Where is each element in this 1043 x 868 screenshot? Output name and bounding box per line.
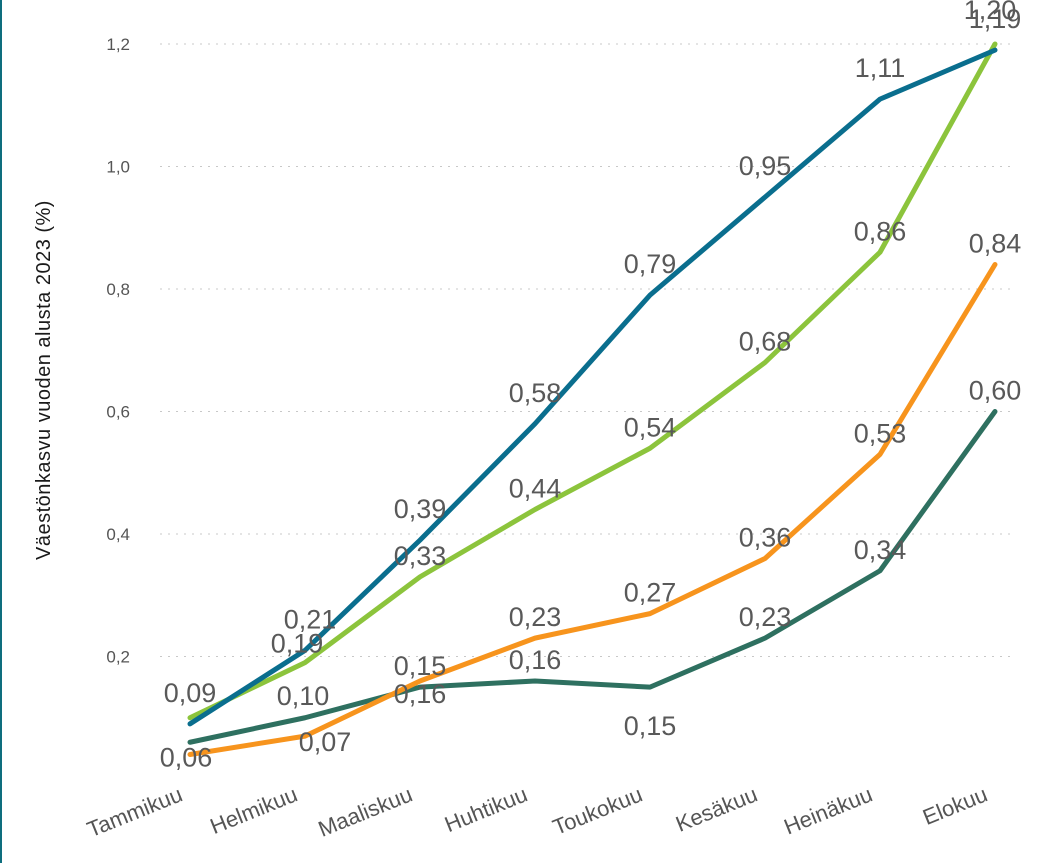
series-lines <box>187 41 998 757</box>
x-axis: Tammikuu Helmikuu Maaliskuu Huhtikuu Toukoku… <box>84 781 991 842</box>
data-label: 0,34 <box>854 535 907 565</box>
data-label: 0,36 <box>739 523 792 553</box>
data-label: 0,23 <box>509 602 562 632</box>
data-label: 0,86 <box>854 216 907 246</box>
y-tick-label: 0,8 <box>106 280 130 299</box>
series-line <box>187 41 998 721</box>
y-tick-label: 0,4 <box>106 525 130 544</box>
data-label: 0,39 <box>394 494 447 524</box>
data-label: 0,53 <box>854 418 907 448</box>
data-label: 1,11 <box>855 53 906 83</box>
data-label: 1,19 <box>969 4 1022 34</box>
data-label: 0,79 <box>624 249 677 279</box>
x-tick-label: Helmikuu <box>206 781 300 839</box>
data-label: 1,20 <box>964 0 1017 25</box>
data-label: 0,15 <box>624 711 677 741</box>
data-label: 0,54 <box>624 412 677 442</box>
left-border-accent <box>0 0 2 863</box>
data-label: 0,60 <box>969 376 1022 406</box>
data-label: 0,06 <box>160 743 213 773</box>
y-axis: 0,2 0,4 0,6 0,8 1,0 1,2 <box>106 35 130 667</box>
data-label: 0,15 <box>394 651 447 681</box>
data-label: 0,09 <box>164 678 217 708</box>
y-axis-title: Väestönkasvu vuoden alusta 2023 (%) <box>33 200 55 560</box>
data-label: 0,23 <box>739 602 792 632</box>
y-tick-label: 1,0 <box>106 158 130 177</box>
x-tick-label: Elokuu <box>919 781 991 829</box>
data-label: 0,58 <box>509 378 562 408</box>
data-labels: 0,09 0,21 0,39 0,58 0,79 0,95 1,11 1,19 0,19 0,33… <box>160 0 1022 773</box>
data-label: 0,19 <box>271 629 324 659</box>
data-label: 0,33 <box>394 541 447 571</box>
y-tick-label: 0,6 <box>106 403 130 422</box>
data-label: 0,44 <box>509 474 562 504</box>
data-label: 0,68 <box>739 327 792 357</box>
x-tick-label: Maaliskuu <box>315 781 416 841</box>
series-line <box>187 262 998 757</box>
data-label: 0,27 <box>624 578 677 608</box>
data-label: 0,07 <box>299 727 352 757</box>
x-tick-label: Heinäkuu <box>780 781 876 839</box>
x-tick-label: Kesäkuu <box>672 781 761 836</box>
data-label: 0,16 <box>509 645 562 675</box>
data-label: 0,10 <box>277 681 330 711</box>
x-tick-label: Tammikuu <box>84 781 186 842</box>
x-tick-label: Huhtikuu <box>441 781 531 837</box>
data-label: 0,84 <box>969 229 1022 259</box>
series-line <box>187 409 998 745</box>
data-label: 0,95 <box>739 151 792 181</box>
data-label: 0,21 <box>284 604 337 634</box>
series-line <box>187 47 998 727</box>
gridlines <box>160 43 1010 657</box>
y-tick-label: 0,2 <box>106 648 130 667</box>
y-tick-label: 1,2 <box>106 35 130 54</box>
data-label: 0,16 <box>394 679 447 709</box>
x-tick-label: Toukokuu <box>549 781 646 839</box>
